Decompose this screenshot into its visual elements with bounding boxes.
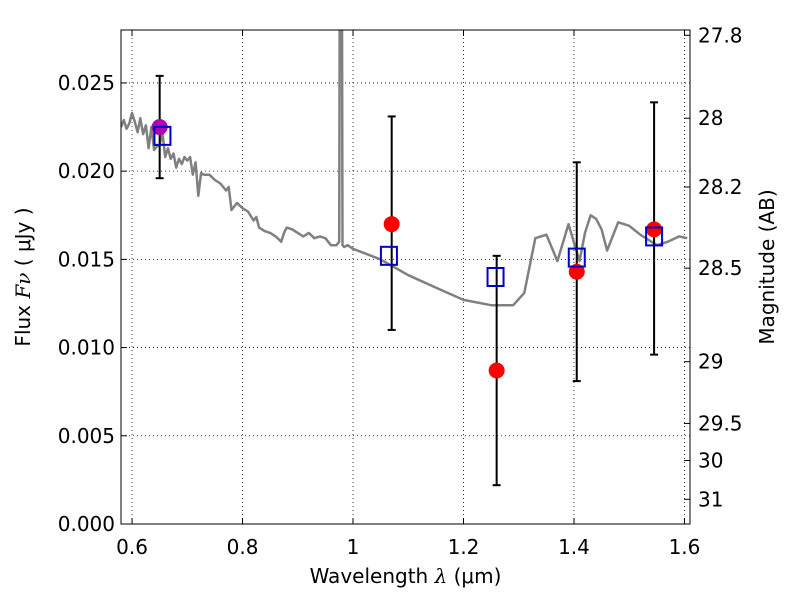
- x-tick-label: 0.6: [116, 535, 148, 559]
- y-tick-label: 0.015: [58, 247, 115, 271]
- model-band-squares-layer: [153, 125, 664, 287]
- plot-frame: [120, 29, 691, 525]
- y-tick-label: 0.010: [58, 336, 115, 360]
- right-axis-tick-label: 28.5: [698, 256, 743, 280]
- y-axis-label: Flux Fν ( μJy ): [11, 207, 35, 346]
- y-tick-label: 0.020: [58, 159, 115, 183]
- grid-layer: [121, 30, 690, 525]
- observed-point: [568, 263, 585, 280]
- right-axis-tick-label: 28: [698, 106, 723, 130]
- x-tick-label: 1.4: [558, 535, 590, 559]
- model-band-square: [645, 226, 664, 247]
- model-band-square: [486, 267, 505, 287]
- observed-point: [646, 221, 663, 238]
- right-axis-tick-label: 31: [698, 487, 723, 511]
- y-tick-label: 0.000: [58, 512, 115, 536]
- right-axis-label: Magnitude (AB): [755, 189, 779, 344]
- right-axis-tick-label: 27.8: [698, 23, 743, 47]
- x-axis-label: Wavelength λ (μm): [310, 564, 502, 588]
- x-tick-label: 1.6: [669, 535, 701, 559]
- observed-point: [383, 216, 400, 233]
- tick-layer: 0.6 0.8 1 1.2 1.4 1.6 0.000 0.005 0.010 0.015 0.02…: [58, 23, 743, 559]
- right-axis-tick-label: 28.2: [698, 175, 743, 199]
- x-tick-label: 1: [347, 535, 360, 559]
- model-band-square: [567, 247, 586, 268]
- y-tick-label: 0.005: [58, 424, 115, 448]
- right-axis-tick-label: 30: [698, 448, 723, 472]
- errorbar-layer: [155, 74, 659, 487]
- model-spectrum-line: [121, 30, 688, 307]
- right-axis-tick-label: 29: [698, 350, 723, 374]
- model-band-square: [153, 125, 172, 146]
- model-band-square: [379, 245, 398, 266]
- right-axis-tick-label: 29.5: [698, 411, 743, 435]
- y-tick-label: 0.025: [58, 71, 115, 95]
- x-tick-label: 0.8: [227, 535, 259, 559]
- model-spectrum-layer: [121, 30, 688, 307]
- observed-point: [488, 362, 505, 379]
- x-tick-label: 1.2: [448, 535, 480, 559]
